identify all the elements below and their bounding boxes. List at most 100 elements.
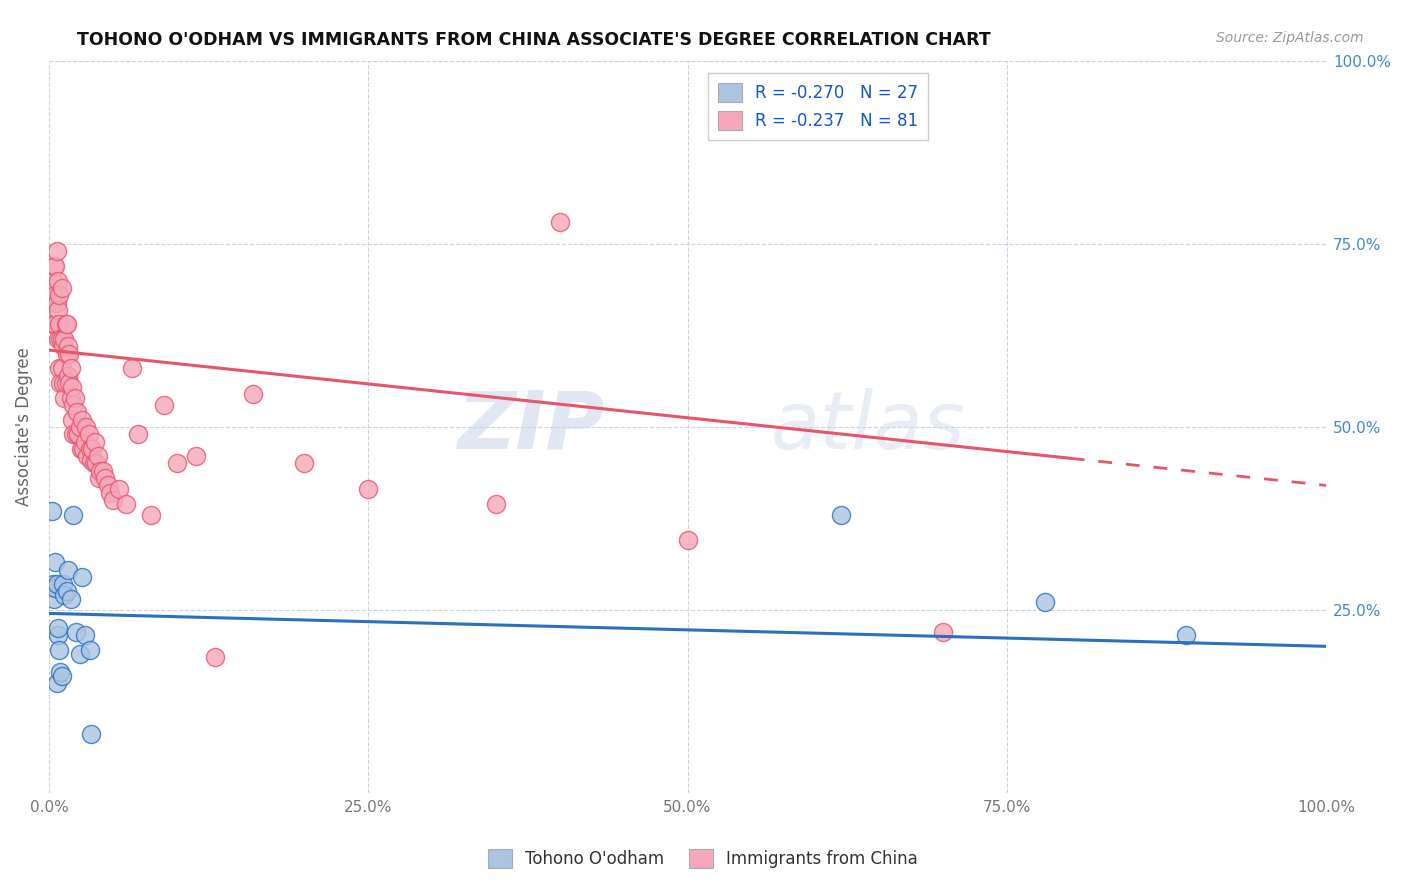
Point bbox=[48, 643, 70, 657]
Point bbox=[42, 295, 65, 310]
Point bbox=[45, 295, 67, 310]
Point bbox=[86, 449, 108, 463]
Point bbox=[72, 442, 94, 456]
Point bbox=[70, 570, 93, 584]
Point bbox=[830, 508, 852, 522]
Y-axis label: Associate's Degree: Associate's Degree bbox=[15, 348, 32, 507]
Point bbox=[67, 427, 90, 442]
Point bbox=[48, 361, 70, 376]
Point bbox=[58, 347, 80, 361]
Point bbox=[56, 339, 79, 353]
Point bbox=[75, 420, 97, 434]
Point bbox=[357, 482, 380, 496]
Point bbox=[49, 665, 72, 679]
Point bbox=[42, 577, 65, 591]
Point bbox=[69, 647, 91, 661]
Point bbox=[52, 376, 75, 390]
Point bbox=[51, 332, 73, 346]
Point bbox=[56, 318, 79, 332]
Point bbox=[60, 379, 83, 393]
Point bbox=[44, 259, 66, 273]
Point bbox=[41, 288, 63, 302]
Point bbox=[101, 493, 124, 508]
Text: TOHONO O'ODHAM VS IMMIGRANTS FROM CHINA ASSOCIATE'S DEGREE CORRELATION CHART: TOHONO O'ODHAM VS IMMIGRANTS FROM CHINA … bbox=[77, 31, 991, 49]
Point bbox=[77, 427, 100, 442]
Point bbox=[48, 288, 70, 302]
Point bbox=[55, 376, 77, 390]
Point bbox=[121, 361, 143, 376]
Point bbox=[97, 478, 120, 492]
Point bbox=[139, 508, 162, 522]
Point bbox=[70, 442, 93, 456]
Point bbox=[59, 391, 82, 405]
Point bbox=[79, 442, 101, 456]
Point bbox=[485, 497, 508, 511]
Point bbox=[59, 361, 82, 376]
Point bbox=[242, 387, 264, 401]
Point bbox=[153, 398, 176, 412]
Point bbox=[166, 457, 188, 471]
Point bbox=[55, 318, 77, 332]
Text: ZIP: ZIP bbox=[457, 388, 605, 466]
Point bbox=[44, 318, 66, 332]
Point bbox=[56, 368, 79, 383]
Point bbox=[56, 584, 79, 599]
Point bbox=[84, 457, 107, 471]
Point bbox=[59, 591, 82, 606]
Point bbox=[51, 281, 73, 295]
Point bbox=[42, 591, 65, 606]
Point bbox=[98, 485, 121, 500]
Text: atlas: atlas bbox=[770, 388, 966, 466]
Point bbox=[51, 668, 73, 682]
Point bbox=[89, 464, 111, 478]
Point bbox=[91, 464, 114, 478]
Point bbox=[52, 339, 75, 353]
Point bbox=[204, 650, 226, 665]
Point bbox=[44, 581, 66, 595]
Point bbox=[108, 482, 131, 496]
Point bbox=[87, 471, 110, 485]
Point bbox=[94, 471, 117, 485]
Point bbox=[73, 434, 96, 449]
Point bbox=[49, 332, 72, 346]
Point bbox=[53, 588, 76, 602]
Point bbox=[79, 643, 101, 657]
Point bbox=[65, 624, 87, 639]
Point bbox=[58, 376, 80, 390]
Point bbox=[66, 405, 89, 419]
Point bbox=[49, 376, 72, 390]
Legend: Tohono O'odham, Immigrants from China: Tohono O'odham, Immigrants from China bbox=[482, 842, 924, 875]
Point bbox=[45, 577, 67, 591]
Point bbox=[184, 449, 207, 463]
Point bbox=[45, 244, 67, 259]
Point bbox=[80, 452, 103, 467]
Point bbox=[51, 361, 73, 376]
Point bbox=[63, 391, 86, 405]
Point bbox=[82, 442, 104, 456]
Point bbox=[60, 412, 83, 426]
Point bbox=[42, 274, 65, 288]
Point bbox=[46, 332, 69, 346]
Point bbox=[44, 288, 66, 302]
Point bbox=[676, 533, 699, 548]
Point bbox=[45, 676, 67, 690]
Point bbox=[62, 508, 84, 522]
Point bbox=[42, 318, 65, 332]
Point bbox=[46, 274, 69, 288]
Point bbox=[46, 302, 69, 317]
Point bbox=[73, 628, 96, 642]
Point bbox=[62, 398, 84, 412]
Point bbox=[69, 420, 91, 434]
Point bbox=[932, 624, 955, 639]
Point bbox=[46, 628, 69, 642]
Point bbox=[292, 457, 315, 471]
Legend: R = -0.270   N = 27, R = -0.237   N = 81: R = -0.270 N = 27, R = -0.237 N = 81 bbox=[709, 73, 928, 140]
Point bbox=[56, 562, 79, 576]
Point bbox=[80, 727, 103, 741]
Point bbox=[41, 504, 63, 518]
Point bbox=[1033, 595, 1056, 609]
Point bbox=[76, 449, 98, 463]
Point bbox=[53, 391, 76, 405]
Point bbox=[46, 621, 69, 635]
Point bbox=[52, 577, 75, 591]
